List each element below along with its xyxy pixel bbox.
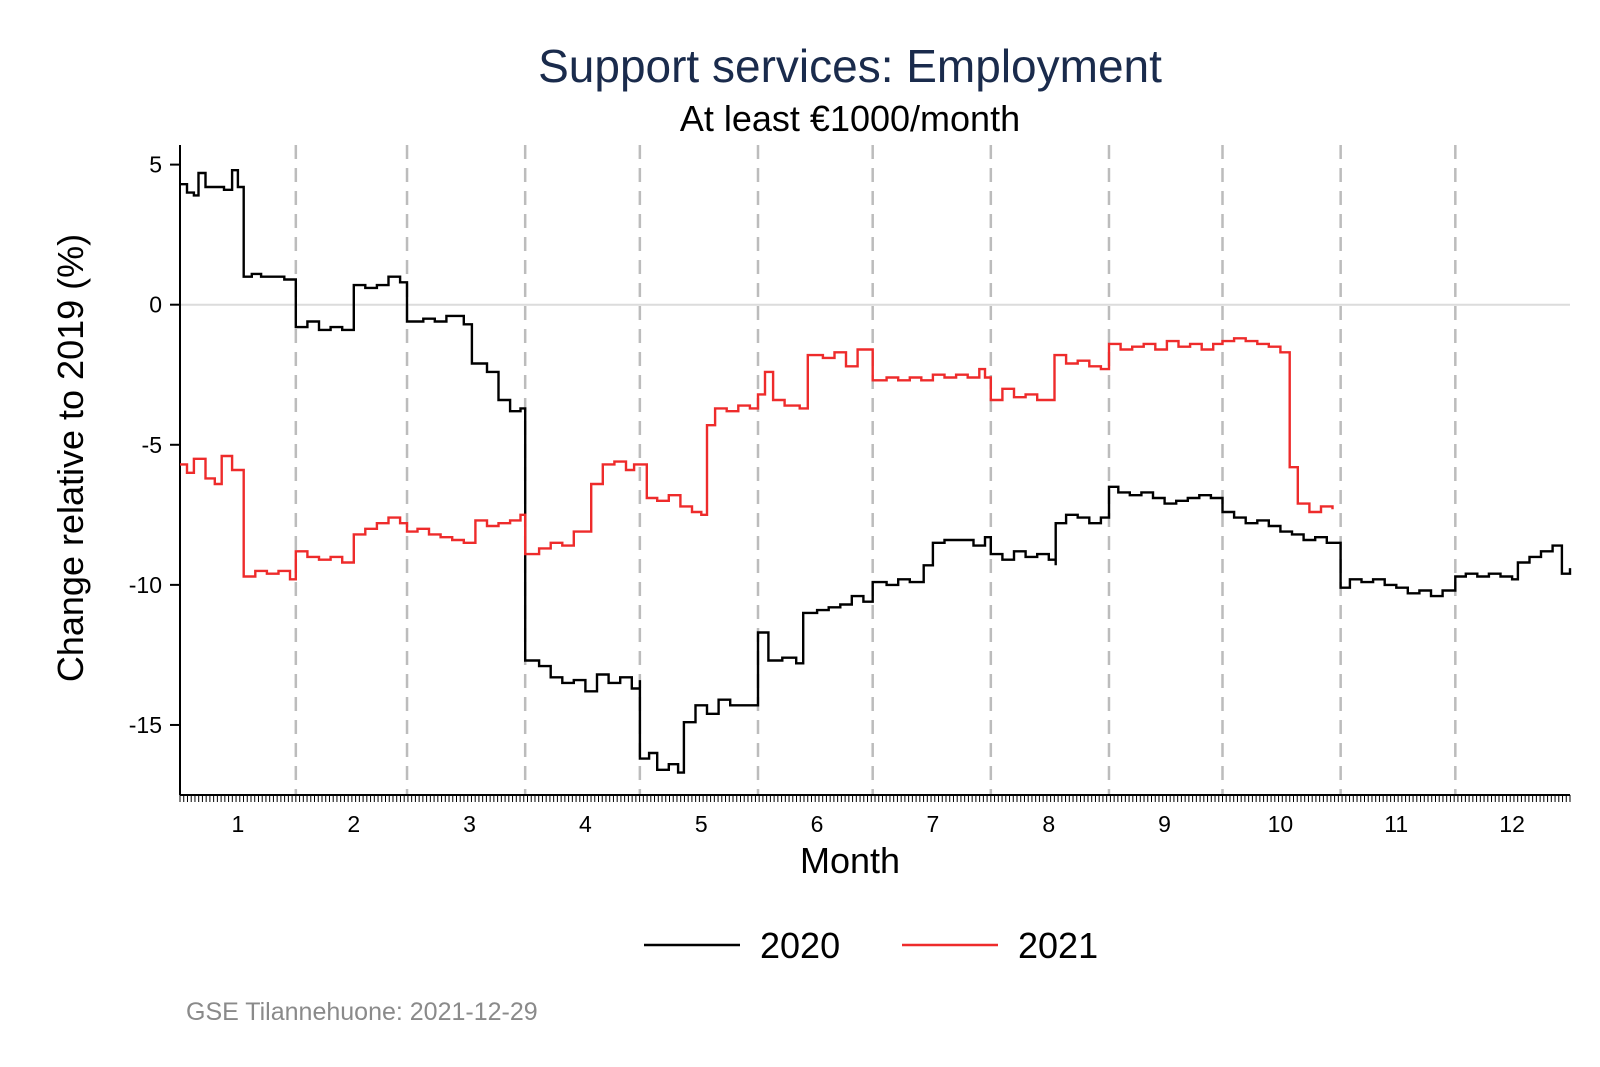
y-tick-label: -15 [129, 712, 162, 738]
x-tick-label: 5 [695, 811, 708, 837]
x-tick-label: 9 [1158, 811, 1171, 837]
y-tick-label: 0 [149, 292, 162, 318]
x-tick-label: 2 [347, 811, 360, 837]
series-line-2021 [180, 337, 1334, 581]
x-tick-label: 3 [463, 811, 476, 837]
x-tick-label: 12 [1499, 811, 1525, 837]
legend-label-2021: 2021 [1018, 925, 1098, 966]
month-divider-lines [294, 145, 1457, 795]
x-tick-label: 7 [927, 811, 940, 837]
x-tick-label: 1 [232, 811, 245, 837]
chart-title: Support services: Employment [538, 40, 1162, 92]
y-axis: 5 0 -5 -10 -15 [129, 145, 181, 795]
x-tick-label: 8 [1042, 811, 1055, 837]
x-tick-label: 11 [1384, 811, 1408, 837]
series-line-2020 [180, 169, 1572, 774]
x-tick-label: 4 [579, 811, 592, 837]
x-tick-label: 6 [811, 811, 824, 837]
legend-label-2020: 2020 [760, 925, 840, 966]
x-axis: 1 2 3 4 5 6 7 8 9 10 11 12 [179, 794, 1571, 837]
source-note: GSE Tilannehuone: 2021-12-29 [186, 998, 538, 1026]
chart-subtitle: At least €1000/month [680, 98, 1020, 139]
x-axis-label: Month [800, 840, 900, 881]
y-tick-label: 5 [149, 152, 162, 178]
y-axis-label: Change relative to 2019 (%) [50, 234, 91, 682]
y-tick-label: -5 [142, 432, 162, 458]
legend: 2020 2021 [644, 925, 1098, 966]
y-tick-label: -10 [129, 572, 162, 598]
x-tick-label: 10 [1268, 811, 1294, 837]
chart-series [180, 169, 1572, 774]
